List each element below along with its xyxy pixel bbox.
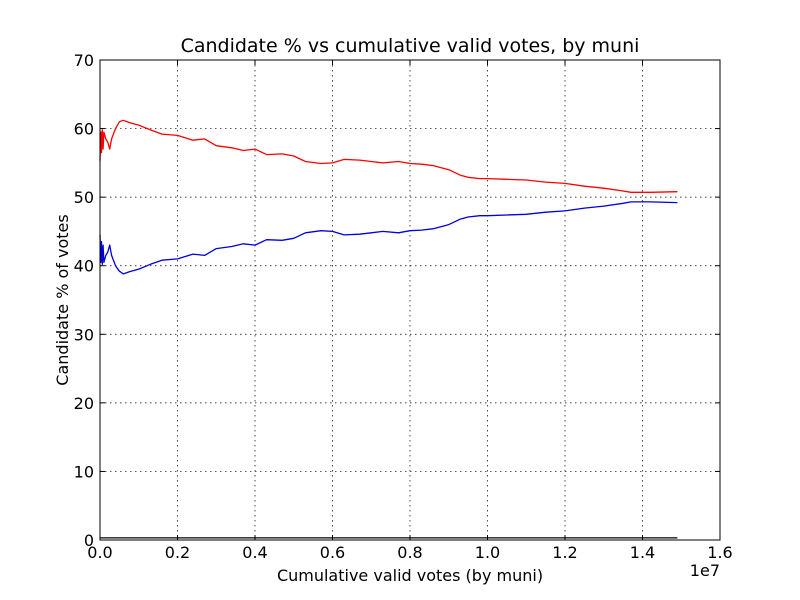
y-tick-label: 70 bbox=[74, 51, 94, 70]
x-axis-offset-label: 1e7 bbox=[690, 561, 720, 580]
x-tick-label: 1.2 bbox=[552, 543, 577, 562]
y-tick-label: 60 bbox=[74, 120, 94, 139]
x-tick-label: 1.0 bbox=[475, 543, 500, 562]
x-tick-label: 0.0 bbox=[87, 543, 112, 562]
series-line-2 bbox=[99, 201, 678, 275]
y-tick-label: 0 bbox=[84, 531, 94, 550]
x-tick-label: 1.4 bbox=[630, 543, 655, 562]
y-tick-label: 50 bbox=[74, 188, 94, 207]
y-tick-label: 40 bbox=[74, 257, 94, 276]
x-tick-label: 0.2 bbox=[165, 543, 190, 562]
chart-title: Candidate % vs cumulative valid votes, b… bbox=[181, 35, 640, 57]
x-axis-label: Cumulative valid votes (by muni) bbox=[277, 566, 543, 585]
x-tick-label: 1.6 bbox=[707, 543, 732, 562]
x-tick-label: 0.6 bbox=[320, 543, 345, 562]
y-axis-label: Candidate % of votes bbox=[53, 214, 72, 385]
y-tick-label: 10 bbox=[74, 462, 94, 481]
x-tick-label: 0.8 bbox=[397, 543, 422, 562]
y-tick-label: 30 bbox=[74, 325, 94, 344]
y-tick-label: 20 bbox=[74, 394, 94, 413]
series-line-1 bbox=[99, 119, 678, 193]
x-tick-label: 0.4 bbox=[242, 543, 267, 562]
